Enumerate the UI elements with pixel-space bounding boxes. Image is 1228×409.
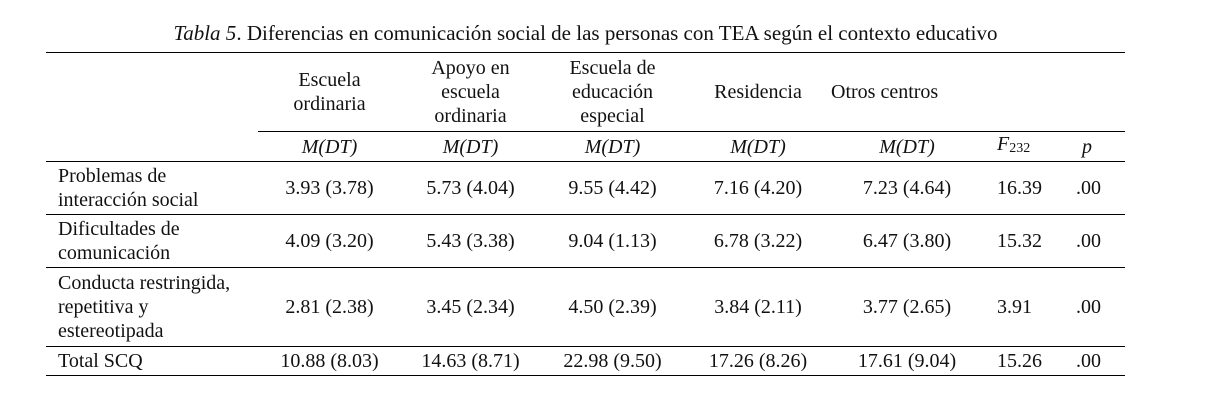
header-empty-cell <box>46 52 258 132</box>
table-cell: 10.88 (8.03) <box>258 346 401 376</box>
f-value: 15.26 <box>983 346 1060 376</box>
table-cell: 5.43 (3.38) <box>401 214 540 268</box>
table-cell: 9.04 (1.13) <box>540 214 685 268</box>
p-value: .00 <box>1060 161 1125 215</box>
table-cell: 7.16 (4.20) <box>685 161 831 215</box>
p-value: .00 <box>1060 346 1125 376</box>
table-row: Dificultades de comunicación 4.09 (3.20)… <box>46 214 1125 268</box>
row-label: Total SCQ <box>46 346 258 376</box>
header-empty-cell <box>1060 52 1125 132</box>
f-subscript: 232 <box>1009 141 1031 156</box>
f-value: 3.91 <box>983 267 1060 347</box>
f-label: F <box>997 133 1010 155</box>
table-cell: 3.45 (2.34) <box>401 267 540 347</box>
header-empty-cell <box>983 52 1060 132</box>
table-caption-text: . Diferencias en comunicación social de … <box>236 21 998 45</box>
subheader-stat: M(DT) <box>258 131 401 162</box>
row-label: Dificultades de comunicación <box>46 214 258 268</box>
subheader-p: p <box>1060 131 1125 162</box>
p-value: .00 <box>1060 267 1125 347</box>
header-group-apoyo: Apoyo en escuela ordinaria <box>401 52 540 132</box>
table-cell: 7.23 (4.64) <box>831 161 983 215</box>
table-cell: 3.84 (2.11) <box>685 267 831 347</box>
row-label: Conducta restringida, repetitiva y ester… <box>46 267 258 347</box>
subheader-f: F232 <box>983 131 1060 162</box>
header-group-educacion-especial: Escuela de educación especial <box>540 52 685 132</box>
table-cell: 14.63 (8.71) <box>401 346 540 376</box>
table-caption-label: Tabla 5 <box>173 21 237 45</box>
table-cell: 6.78 (3.22) <box>685 214 831 268</box>
table-row: Conducta restringida, repetitiva y ester… <box>46 267 1125 347</box>
f-value: 16.39 <box>983 161 1060 215</box>
table-cell: 6.47 (3.80) <box>831 214 983 268</box>
table-cell: 4.50 (2.39) <box>540 267 685 347</box>
header-row: Escuela ordinaria Apoyo en escuela ordin… <box>46 52 1125 132</box>
table-cell: 3.77 (2.65) <box>831 267 983 347</box>
table-caption: Tabla 5. Diferencias en comunicación soc… <box>0 20 1171 46</box>
subheader-stat: M(DT) <box>685 131 831 162</box>
table-cell: 5.73 (4.04) <box>401 161 540 215</box>
header-group-otros-centros: Otros centros <box>831 52 983 132</box>
header-group-residencia: Residencia <box>685 52 831 132</box>
subheader-stat: M(DT) <box>540 131 685 162</box>
subheader-stat: M(DT) <box>401 131 540 162</box>
table-cell: 9.55 (4.42) <box>540 161 685 215</box>
table-cell: 17.26 (8.26) <box>685 346 831 376</box>
table-row: Problemas de interacción social 3.93 (3.… <box>46 161 1125 215</box>
table-cell: 3.93 (3.78) <box>258 161 401 215</box>
table-cell: 2.81 (2.38) <box>258 267 401 347</box>
subheader-stat: M(DT) <box>831 131 983 162</box>
table-cell: 17.61 (9.04) <box>831 346 983 376</box>
results-table: Escuela ordinaria Apoyo en escuela ordin… <box>46 52 1125 376</box>
table-cell: 22.98 (9.50) <box>540 346 685 376</box>
table-row-total: Total SCQ 10.88 (8.03) 14.63 (8.71) 22.9… <box>46 346 1125 376</box>
header-group-escuela-ordinaria: Escuela ordinaria <box>258 52 401 132</box>
p-value: .00 <box>1060 214 1125 268</box>
table-cell: 4.09 (3.20) <box>258 214 401 268</box>
subheader-row: M(DT) M(DT) M(DT) M(DT) M(DT) F232 p <box>46 131 1125 162</box>
row-label: Problemas de interacción social <box>46 161 258 215</box>
subheader-empty-cell <box>46 131 258 162</box>
f-value: 15.32 <box>983 214 1060 268</box>
